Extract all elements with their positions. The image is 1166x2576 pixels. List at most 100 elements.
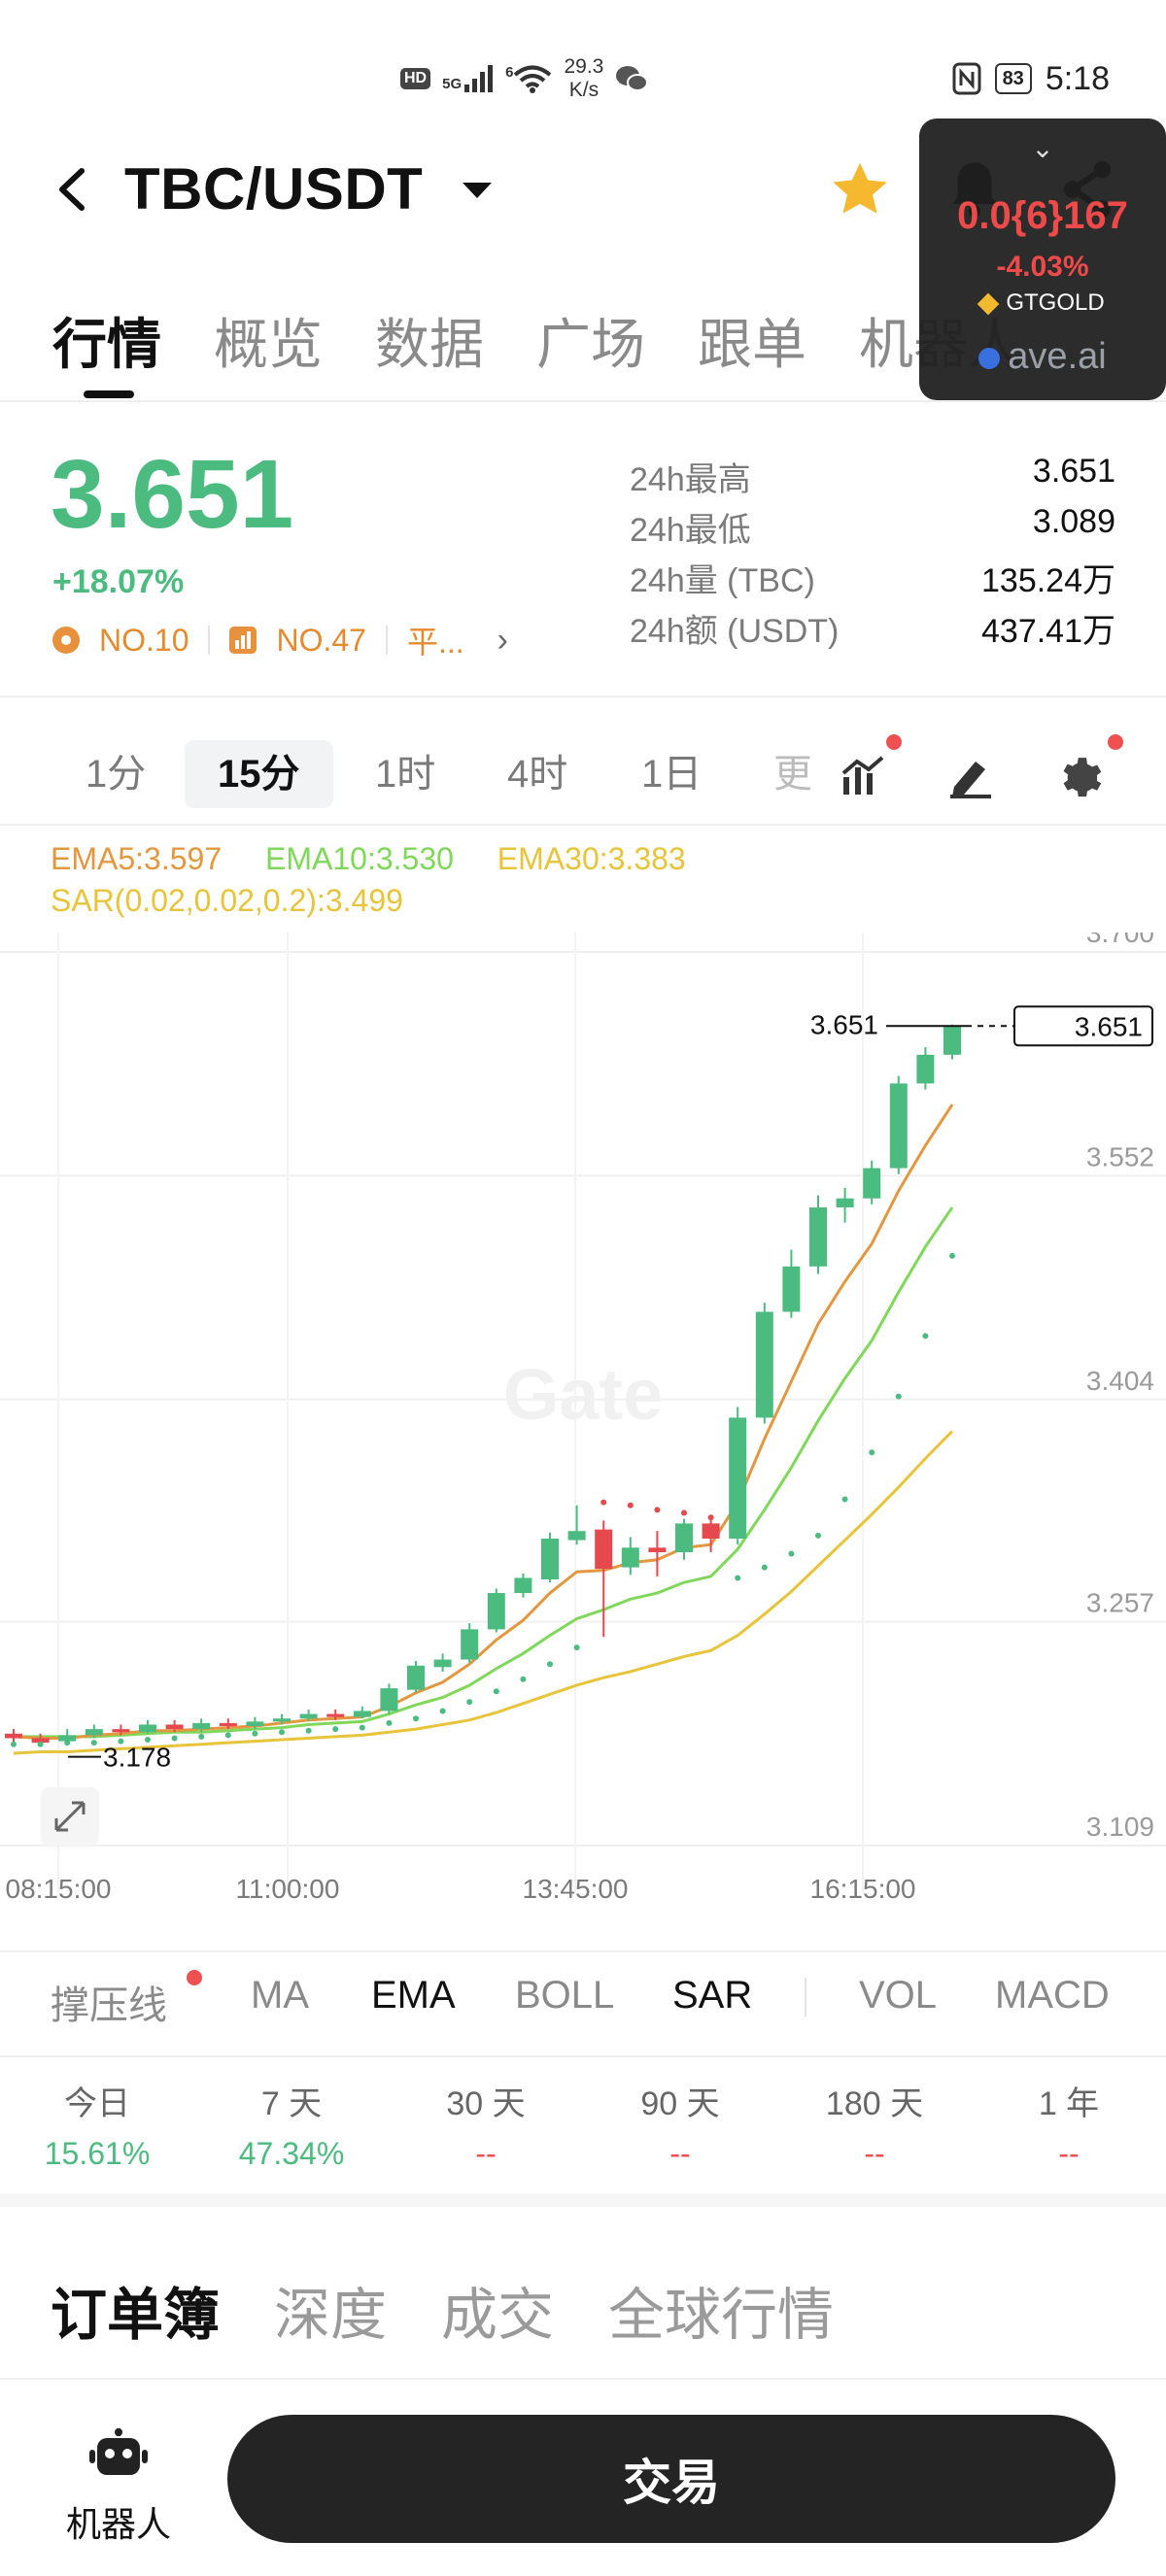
wechat-icon xyxy=(616,66,649,91)
kline-chart[interactable]: 3.700 3.552 3.404 3.257 3.109 08:15:00 11:00:0… xyxy=(0,932,1166,1923)
last-price: 3.651 xyxy=(51,440,294,549)
divider xyxy=(0,400,1166,402)
back-arrow-icon[interactable] xyxy=(47,155,99,223)
status-bar: HD 5G 6 29.3 K/s 83 5:18 xyxy=(0,0,1166,146)
interval-1d[interactable]: 1日 xyxy=(641,753,703,796)
bot-button[interactable]: 机器人 xyxy=(62,2428,175,2547)
top-tabs: 行情 概览 数据 广场 跟单 机器人 xyxy=(52,301,1022,380)
divider xyxy=(0,695,1166,697)
sar-dot xyxy=(815,1532,821,1539)
interval-4h[interactable]: 4时 xyxy=(507,753,568,796)
separator xyxy=(208,626,211,655)
perf-cell: 30 天 -- xyxy=(446,2085,526,2171)
price-widget[interactable]: ⌄ 0.0{6}167 -4.03% GTGOLD ave.ai xyxy=(919,119,1166,400)
sar-dot xyxy=(895,1393,902,1400)
interval-1h[interactable]: 1时 xyxy=(375,753,436,796)
indicator-boll[interactable]: BOLL xyxy=(515,1974,615,2017)
last-price-tag xyxy=(1013,1005,1153,1047)
expand-icon[interactable] xyxy=(41,1787,99,1846)
y-tick-label: 3.700 xyxy=(1086,932,1154,948)
stat-row: 24h量 (TBC) 135.24万 xyxy=(630,562,1115,599)
indicator-sar[interactable]: SAR xyxy=(672,1974,753,2017)
draw-pen-icon[interactable] xyxy=(946,754,995,798)
stat-row: 24h最低 3.089 xyxy=(630,503,1115,549)
interval-15m[interactable]: 15分 xyxy=(185,740,333,808)
sar-dot xyxy=(841,1496,848,1503)
rank-3: 平... xyxy=(406,625,464,660)
sar-dot xyxy=(37,1741,44,1747)
candle-body xyxy=(139,1724,156,1733)
indicator-chart-icon[interactable] xyxy=(840,754,888,798)
pair-title[interactable]: TBC/USDT xyxy=(124,156,424,221)
rank-chart-icon xyxy=(229,627,257,654)
tab-market[interactable]: 行情 xyxy=(52,314,161,377)
candle-body xyxy=(567,1531,586,1541)
candle-body xyxy=(702,1523,720,1539)
indicator-vol[interactable]: VOL xyxy=(859,1974,938,2017)
sar-dot xyxy=(198,1733,205,1740)
candle-body xyxy=(729,1417,747,1539)
ema5-line xyxy=(13,1103,954,1740)
tab-orderbook[interactable]: 订单簿 xyxy=(51,2282,221,2348)
sar-dot xyxy=(627,1502,634,1508)
tab-data[interactable]: 数据 xyxy=(375,314,484,377)
sar-dot xyxy=(11,1741,17,1747)
y-tick-label: 3.404 xyxy=(1086,1366,1154,1396)
x-tick-label: 16:15:00 xyxy=(810,1874,916,1904)
status-right: 83 5:18 xyxy=(952,56,1110,101)
rank-row[interactable]: NO.10 NO.47 平... › xyxy=(52,618,508,662)
ema10-line xyxy=(14,1206,954,1739)
sar-dot xyxy=(493,1688,499,1695)
trade-button[interactable]: 交易 xyxy=(227,2415,1115,2543)
settings-gear-icon[interactable] xyxy=(1055,754,1104,802)
collapse-chevron-icon[interactable]: ⌄ xyxy=(1031,133,1054,163)
rank-icon xyxy=(52,627,80,654)
caret-down-icon[interactable] xyxy=(461,179,494,202)
candle-body xyxy=(487,1593,505,1630)
tab-square[interactable]: 广场 xyxy=(536,314,645,377)
candle-body xyxy=(219,1722,237,1727)
indicator-ema[interactable]: EMA xyxy=(371,1974,456,2017)
candle-body xyxy=(299,1713,318,1719)
sar-dot xyxy=(761,1564,768,1571)
indicator-macd[interactable]: MACD xyxy=(995,1974,1110,2017)
indicator-ma[interactable]: MA xyxy=(251,1974,309,2017)
notification-dot xyxy=(187,1970,202,1985)
candle-body xyxy=(58,1735,77,1742)
candle-body xyxy=(380,1688,398,1712)
widget-token: GTGOLD xyxy=(919,289,1166,317)
candle-body xyxy=(433,1659,452,1668)
tab-trades[interactable]: 成交 xyxy=(441,2282,555,2348)
sar-dot xyxy=(922,1333,929,1339)
divider xyxy=(0,2055,1166,2057)
perf-cell: 180 天 -- xyxy=(825,2085,924,2171)
sar-dot xyxy=(520,1676,527,1682)
stat-row: 24h额 (USDT) 437.41万 xyxy=(630,613,1115,650)
stats-panel: 24h最高 3.651 24h最低 3.089 24h量 (TBC) 135.24万 … xyxy=(630,453,1115,655)
battery-icon: 83 xyxy=(994,63,1032,94)
widget-price: 0.0{6}167 xyxy=(957,194,1128,237)
net-speed: 29.3 K/s xyxy=(564,55,604,101)
interval-1m[interactable]: 1分 xyxy=(86,753,147,796)
indicator-support-resistance[interactable]: 撑压线 xyxy=(51,1984,167,2027)
widget-change: -4.03% xyxy=(996,251,1089,283)
ema30-line xyxy=(13,1430,954,1755)
hd-badge: HD xyxy=(400,68,431,89)
tab-overview[interactable]: 概览 xyxy=(214,314,323,377)
period-performance: 今日 15.61% 7 天 47.34% 30 天 -- 90 天 -- 180 天 --… xyxy=(0,2077,1166,2193)
tab-copy-trade[interactable]: 跟单 xyxy=(698,314,806,377)
high-price-label: 3.651 xyxy=(810,1009,878,1039)
perf-cell: 7 天 47.34% xyxy=(238,2085,345,2171)
tab-global-market[interactable]: 全球行情 xyxy=(608,2282,835,2348)
tab-depth[interactable]: 深度 xyxy=(274,2282,388,2348)
chevron-right-icon[interactable]: › xyxy=(497,621,508,659)
divider xyxy=(0,824,1166,826)
legend-ema5: EMA5:3.597 xyxy=(51,841,223,876)
sar-dot xyxy=(145,1737,151,1744)
legend-ema30: EMA30:3.383 xyxy=(497,841,686,876)
favorite-star-icon[interactable] xyxy=(826,157,894,223)
interval-more[interactable]: 更 xyxy=(773,753,812,796)
candle-body xyxy=(595,1529,613,1570)
robot-icon xyxy=(89,2428,148,2475)
candle-body xyxy=(648,1547,667,1553)
